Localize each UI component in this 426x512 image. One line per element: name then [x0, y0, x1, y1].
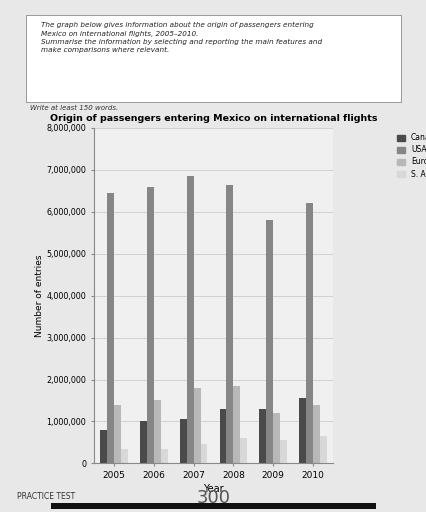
Text: Write at least 150 words.: Write at least 150 words. [30, 105, 118, 111]
Bar [273, 413, 279, 463]
Bar [298, 398, 305, 463]
Bar [114, 404, 121, 463]
Bar [161, 449, 167, 463]
Legend: Canada, USA, Europe, S. America: Canada, USA, Europe, S. America [395, 132, 426, 180]
Bar [233, 386, 240, 463]
Bar [240, 438, 247, 463]
Bar [107, 193, 114, 463]
Bar [305, 203, 312, 463]
Bar [219, 409, 226, 463]
Text: PRACTICE TEST: PRACTICE TEST [17, 492, 75, 501]
Bar [226, 185, 233, 463]
Bar [140, 421, 147, 463]
Bar [259, 409, 265, 463]
Bar [186, 176, 193, 463]
Bar [279, 440, 286, 463]
Text: 300: 300 [196, 489, 230, 507]
Bar [319, 436, 326, 463]
Bar [179, 419, 186, 463]
Bar [312, 404, 319, 463]
Bar [147, 187, 153, 463]
Text: The graph below gives information about the origin of passengers entering
Mexico: The graph below gives information about … [40, 23, 321, 53]
Bar [121, 449, 128, 463]
X-axis label: Year: Year [203, 484, 223, 494]
Bar [200, 444, 207, 463]
Title: Origin of passengers entering Mexico on international flights: Origin of passengers entering Mexico on … [50, 114, 376, 123]
Bar [100, 430, 107, 463]
Bar [153, 400, 161, 463]
Bar [265, 220, 273, 463]
Bar [193, 388, 200, 463]
Y-axis label: Number of entries: Number of entries [35, 254, 43, 337]
